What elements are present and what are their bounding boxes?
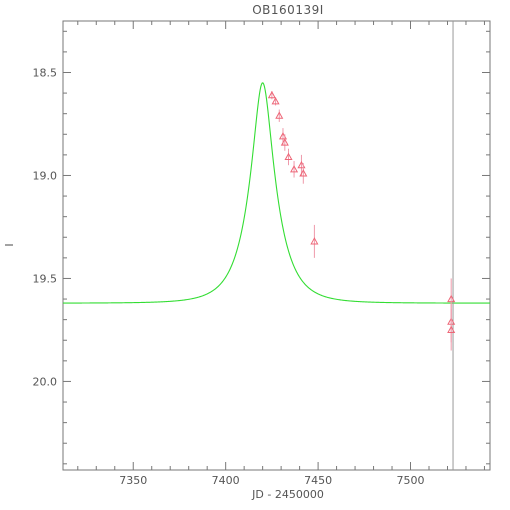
y-tick-label: 18.5 (33, 66, 58, 79)
plot-frame (62, 20, 491, 471)
y-tick-label: 19.0 (33, 169, 58, 182)
plot-area (62, 20, 491, 471)
data-point (299, 169, 308, 177)
model-curve-layer (63, 82, 491, 304)
x-tick-label: 7400 (212, 474, 240, 487)
x-axis-label: JD - 2450000 (251, 488, 324, 501)
y-axis-label: I (3, 243, 16, 246)
data-point (310, 237, 319, 245)
x-tick-label: 7350 (119, 474, 147, 487)
data-point (271, 97, 280, 105)
data-point (267, 90, 276, 99)
chart-title: OB160139I (252, 3, 324, 17)
data-points-layer (267, 90, 456, 351)
x-tick-label: 7500 (397, 474, 425, 487)
data-point (284, 152, 293, 160)
data-point (447, 325, 456, 334)
axes-layer: 7350 7400 7450 7500 18.5 19.0 19.5 20.0 (33, 21, 490, 487)
x-tick-label: 7450 (304, 474, 332, 487)
model-curve (63, 82, 491, 304)
data-point (280, 138, 289, 146)
y-tick-label: 20.0 (33, 375, 58, 388)
data-point (275, 111, 284, 119)
data-point (290, 165, 299, 173)
y-tick-label: 19.5 (33, 272, 58, 285)
